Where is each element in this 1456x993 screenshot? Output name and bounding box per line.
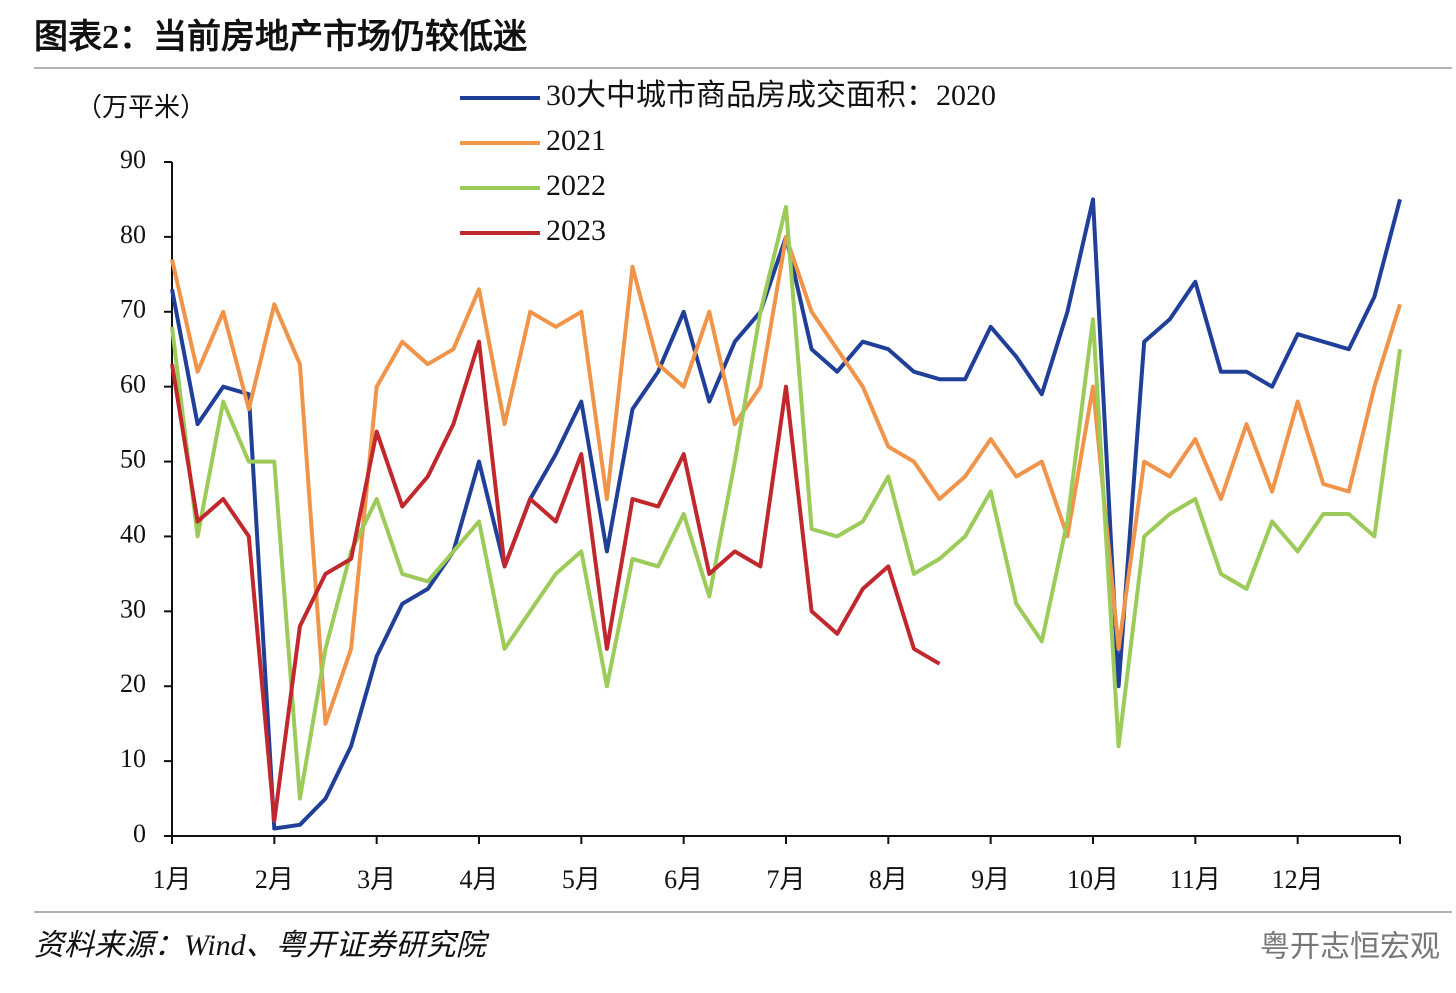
series-line (170, 234, 1402, 726)
x-tick-label: 1月 (152, 865, 191, 894)
series-line (170, 204, 1402, 801)
y-tick-label: 10 (120, 744, 146, 773)
x-tick-label: 12月 (1272, 865, 1324, 894)
x-tick-label: 11月 (1170, 865, 1221, 894)
legend-label: 2023 (546, 214, 606, 247)
x-tick-label: 4月 (459, 865, 498, 894)
legend-label: 2021 (546, 124, 606, 157)
y-tick-label: 60 (120, 370, 146, 399)
x-tick-label: 2月 (255, 865, 294, 894)
x-tick-label: 10月 (1067, 865, 1119, 894)
source: 资料来源：Wind、粤开证券研究院 (34, 929, 490, 962)
series-line (170, 339, 941, 823)
y-tick-label: 50 (120, 445, 146, 474)
y-axis-label: （万平米） (76, 93, 206, 122)
y-tick-label: 0 (133, 819, 146, 848)
y-tick-label: 20 (120, 669, 146, 698)
x-tick-label: 3月 (357, 865, 396, 894)
y-tick-label: 90 (120, 145, 146, 174)
x-tick-label: 9月 (971, 865, 1010, 894)
watermark: 粤开志恒宏观 (1260, 930, 1440, 965)
x-tick-label: 8月 (869, 865, 908, 894)
legend-label: 2022 (546, 169, 606, 202)
x-tick-label: 5月 (562, 865, 601, 894)
legend-label: 30大中城市商品房成交面积：2020 (546, 79, 996, 112)
x-tick-label: 7月 (766, 865, 805, 894)
y-tick-label: 30 (120, 594, 146, 623)
y-tick-label: 70 (120, 295, 146, 324)
y-tick-label: 80 (120, 220, 146, 249)
chart-title: 图表2：当前房地产市场仍较低迷 (34, 17, 528, 56)
series-line (170, 197, 1402, 831)
x-tick-label: 6月 (664, 865, 703, 894)
y-tick-label: 40 (120, 519, 146, 548)
